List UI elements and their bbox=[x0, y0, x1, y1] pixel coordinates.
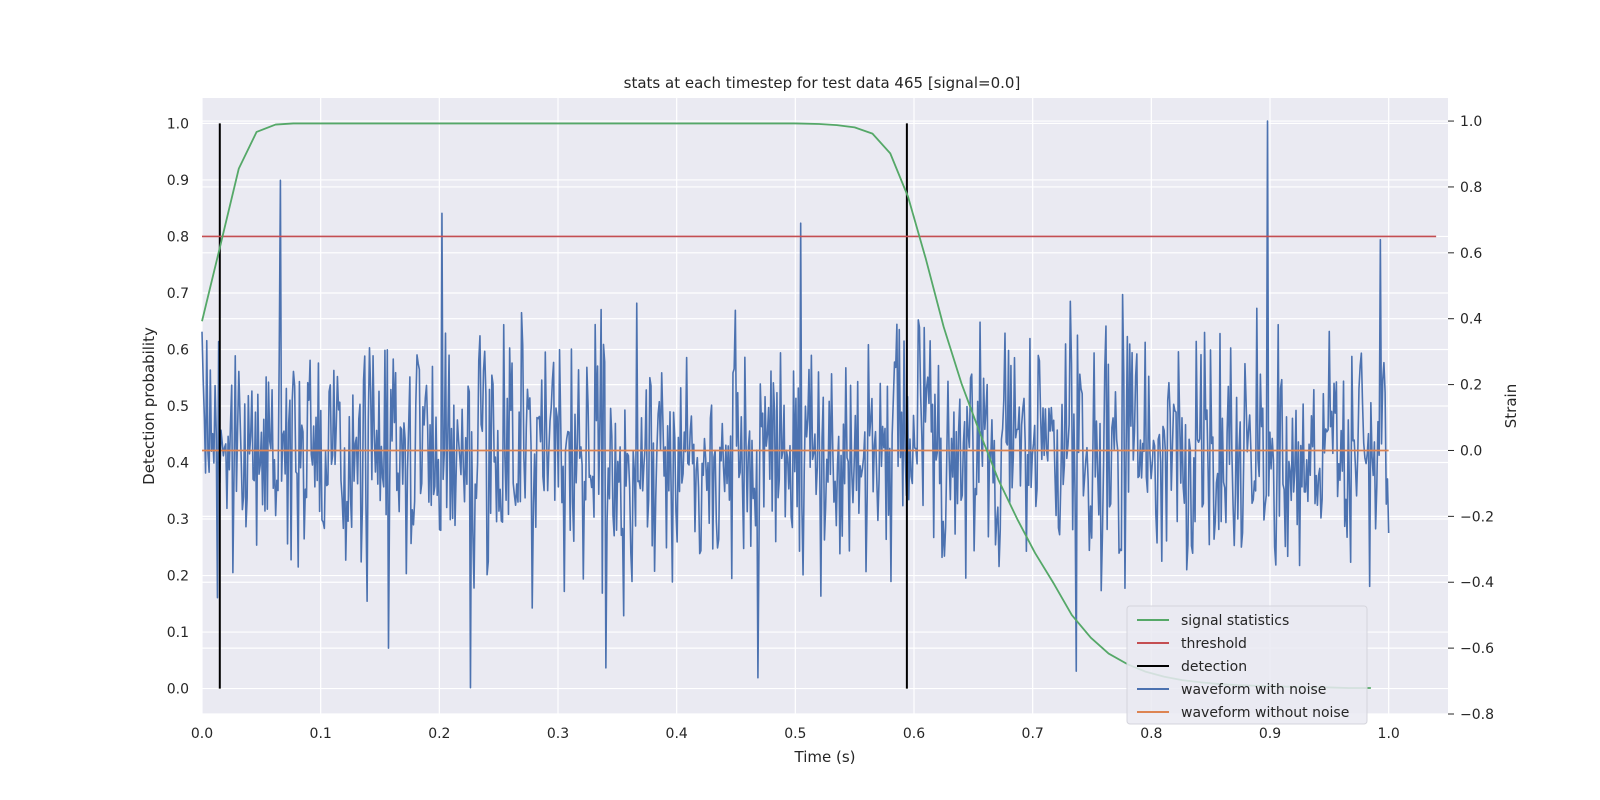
chart-title: stats at each timestep for test data 465… bbox=[624, 74, 1021, 92]
y-tick-label-right: −0.6 bbox=[1460, 641, 1494, 657]
y-tick-label-left: 0.6 bbox=[167, 342, 189, 358]
x-tick-label: 0.3 bbox=[547, 726, 569, 742]
legend-entry: waveform without noise bbox=[1181, 705, 1349, 721]
y-tick-label-left: 0.4 bbox=[167, 456, 189, 472]
y-tick-label-left: 0.9 bbox=[167, 173, 189, 189]
x-axis-label: Time (s) bbox=[794, 748, 856, 766]
y-tick-label-right: 0.8 bbox=[1460, 180, 1482, 196]
x-tick-label: 0.0 bbox=[191, 726, 213, 742]
x-tick-label: 0.2 bbox=[428, 726, 450, 742]
y-axis-right-label: Strain bbox=[1502, 384, 1520, 428]
y-tick-label-left: 0.1 bbox=[167, 625, 189, 641]
legend-entry: signal statistics bbox=[1181, 613, 1289, 629]
legend-entry: waveform with noise bbox=[1181, 682, 1326, 698]
x-axis-ticks: 0.0 0.1 0.2 0.3 0.4 0.5 0.6 0.7 0.8 0.9 1.0 bbox=[191, 726, 1400, 742]
y-tick-label-right: 0.2 bbox=[1460, 378, 1482, 394]
legend: signal statistics threshold detection wavef… bbox=[1126, 605, 1368, 725]
y-tick-label-left: 0.3 bbox=[167, 512, 189, 528]
y-tick-label-left: 0.2 bbox=[167, 569, 189, 585]
x-tick-label: 0.8 bbox=[1140, 726, 1162, 742]
y-tick-label-right: 0.0 bbox=[1460, 443, 1482, 459]
y-axis-left-ticks: 0.0 0.1 0.2 0.3 0.4 0.5 0.6 0.7 0.8 0.9 1.0 bbox=[167, 116, 189, 697]
y-tick-label-left: 0.7 bbox=[167, 286, 189, 302]
y-tick-label-left: 0.5 bbox=[167, 399, 189, 415]
x-tick-label: 1.0 bbox=[1378, 726, 1400, 742]
y-tick-label-left: 0.8 bbox=[167, 229, 189, 245]
x-tick-label: 0.1 bbox=[310, 726, 332, 742]
x-tick-label: 0.7 bbox=[1022, 726, 1044, 742]
y-tick-label-right: 0.4 bbox=[1460, 312, 1482, 328]
legend-box bbox=[1126, 605, 1368, 725]
y-tick-label-right: −0.8 bbox=[1460, 707, 1494, 723]
y-axis-left-label: Detection probability bbox=[140, 327, 158, 485]
x-tick-label: 0.9 bbox=[1259, 726, 1281, 742]
x-tick-label: 0.4 bbox=[666, 726, 688, 742]
legend-entry: detection bbox=[1181, 659, 1247, 675]
y-tick-label-left: 0.0 bbox=[167, 682, 189, 698]
y-tick-label-right: −0.2 bbox=[1460, 509, 1494, 525]
y-tick-label-right: 1.0 bbox=[1460, 114, 1482, 130]
x-tick-label: 0.6 bbox=[903, 726, 925, 742]
x-tick-label: 0.5 bbox=[784, 726, 806, 742]
series-waveform-with-noise bbox=[201, 120, 1390, 689]
legend-entry: threshold bbox=[1181, 636, 1247, 652]
y-tick-label-right: 0.6 bbox=[1460, 246, 1482, 262]
y-tick-label-left: 1.0 bbox=[167, 116, 189, 132]
y-axis-right-ticks: −0.8 −0.6 −0.4 −0.2 0.0 0.2 0.4 0.6 0.8 1.0 bbox=[1448, 114, 1494, 723]
y-tick-label-right: −0.4 bbox=[1460, 575, 1494, 591]
